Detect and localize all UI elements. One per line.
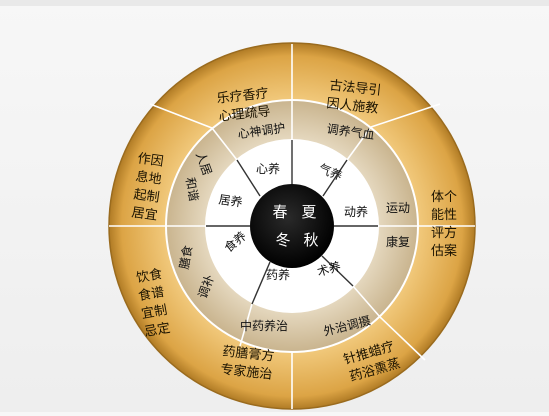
top-bar — [0, 0, 549, 6]
outer-label-right-4: 估案 — [431, 244, 457, 259]
outer-label-right-3: 评方 — [431, 225, 457, 241]
season-summer: 夏 — [301, 203, 316, 221]
middle-label-qixue: 调养气血 — [326, 121, 376, 143]
season-autumn: 秋 — [303, 231, 318, 249]
middle-label-yundong-2: 康复 — [386, 234, 410, 249]
outer-label-left-lower-2: 食谱 — [137, 284, 165, 304]
outer-label-left-upper-4: 居宜 — [131, 205, 159, 223]
inner-label-dongyang: 动养 — [344, 204, 368, 219]
season-winter: 冬 — [275, 231, 290, 249]
outer-label-right-2: 能性 — [431, 208, 457, 223]
outer-label-top-right-1: 古法导引 — [329, 78, 382, 98]
middle-label-shanshi-1: 膳食 — [176, 244, 195, 270]
center-circle — [250, 184, 334, 268]
middle-label-renju-2: 和谐 — [183, 176, 201, 202]
outer-label-bottom-left-1: 药膳膏方 — [222, 343, 275, 364]
outer-label-left-upper-1: 作因 — [137, 151, 165, 169]
inner-label-xinyang: 心养 — [256, 161, 280, 176]
inner-label-juyang-text: 居养 — [218, 191, 244, 209]
inner-label-shuyang: 术养 — [315, 258, 342, 279]
season-spring: 春 — [272, 203, 287, 221]
outer-label-left-upper-2: 息地 — [135, 168, 163, 187]
outer-label-top-left-1: 乐疗香疗 — [216, 86, 269, 106]
inner-label-dongyang-1: 动养 — [344, 204, 368, 219]
middle-label-yundong-1: 运动 — [386, 201, 410, 215]
outer-label-left-lower-4: 忌定 — [143, 321, 171, 340]
center-seasons: 春 夏 冬 秋 — [272, 203, 318, 249]
outer-dividers — [109, 44, 475, 409]
inner-dividers — [206, 140, 378, 305]
outer-label-left-lower-3: 宜制 — [140, 303, 168, 322]
middle-label-zhongyao: 中药养治 — [240, 318, 288, 333]
middle-dividers — [166, 100, 417, 347]
outer-label-top-left-2: 心理疏导 — [218, 104, 271, 124]
middle-label-xinshen: 心神调护 — [237, 121, 286, 142]
inner-label-yaoyang: 药养 — [266, 267, 290, 282]
outer-label-left-lower-1: 饮食 — [135, 266, 163, 286]
outer-labels: 乐疗香疗 心理疏导 古法导引 因人施教 体个 能性 评方 估案 针推蜡疗 药浴熏… — [131, 78, 457, 385]
outer-label-top-right-2: 因人施教 — [326, 95, 379, 116]
inner-label-juyang: 居养 — [218, 191, 244, 209]
outer-label-left-upper-3: 起制 — [133, 187, 161, 205]
outer-label-right-1: 体个 — [431, 190, 457, 205]
outer-label-bottom-left-2: 专家施治 — [220, 361, 273, 382]
